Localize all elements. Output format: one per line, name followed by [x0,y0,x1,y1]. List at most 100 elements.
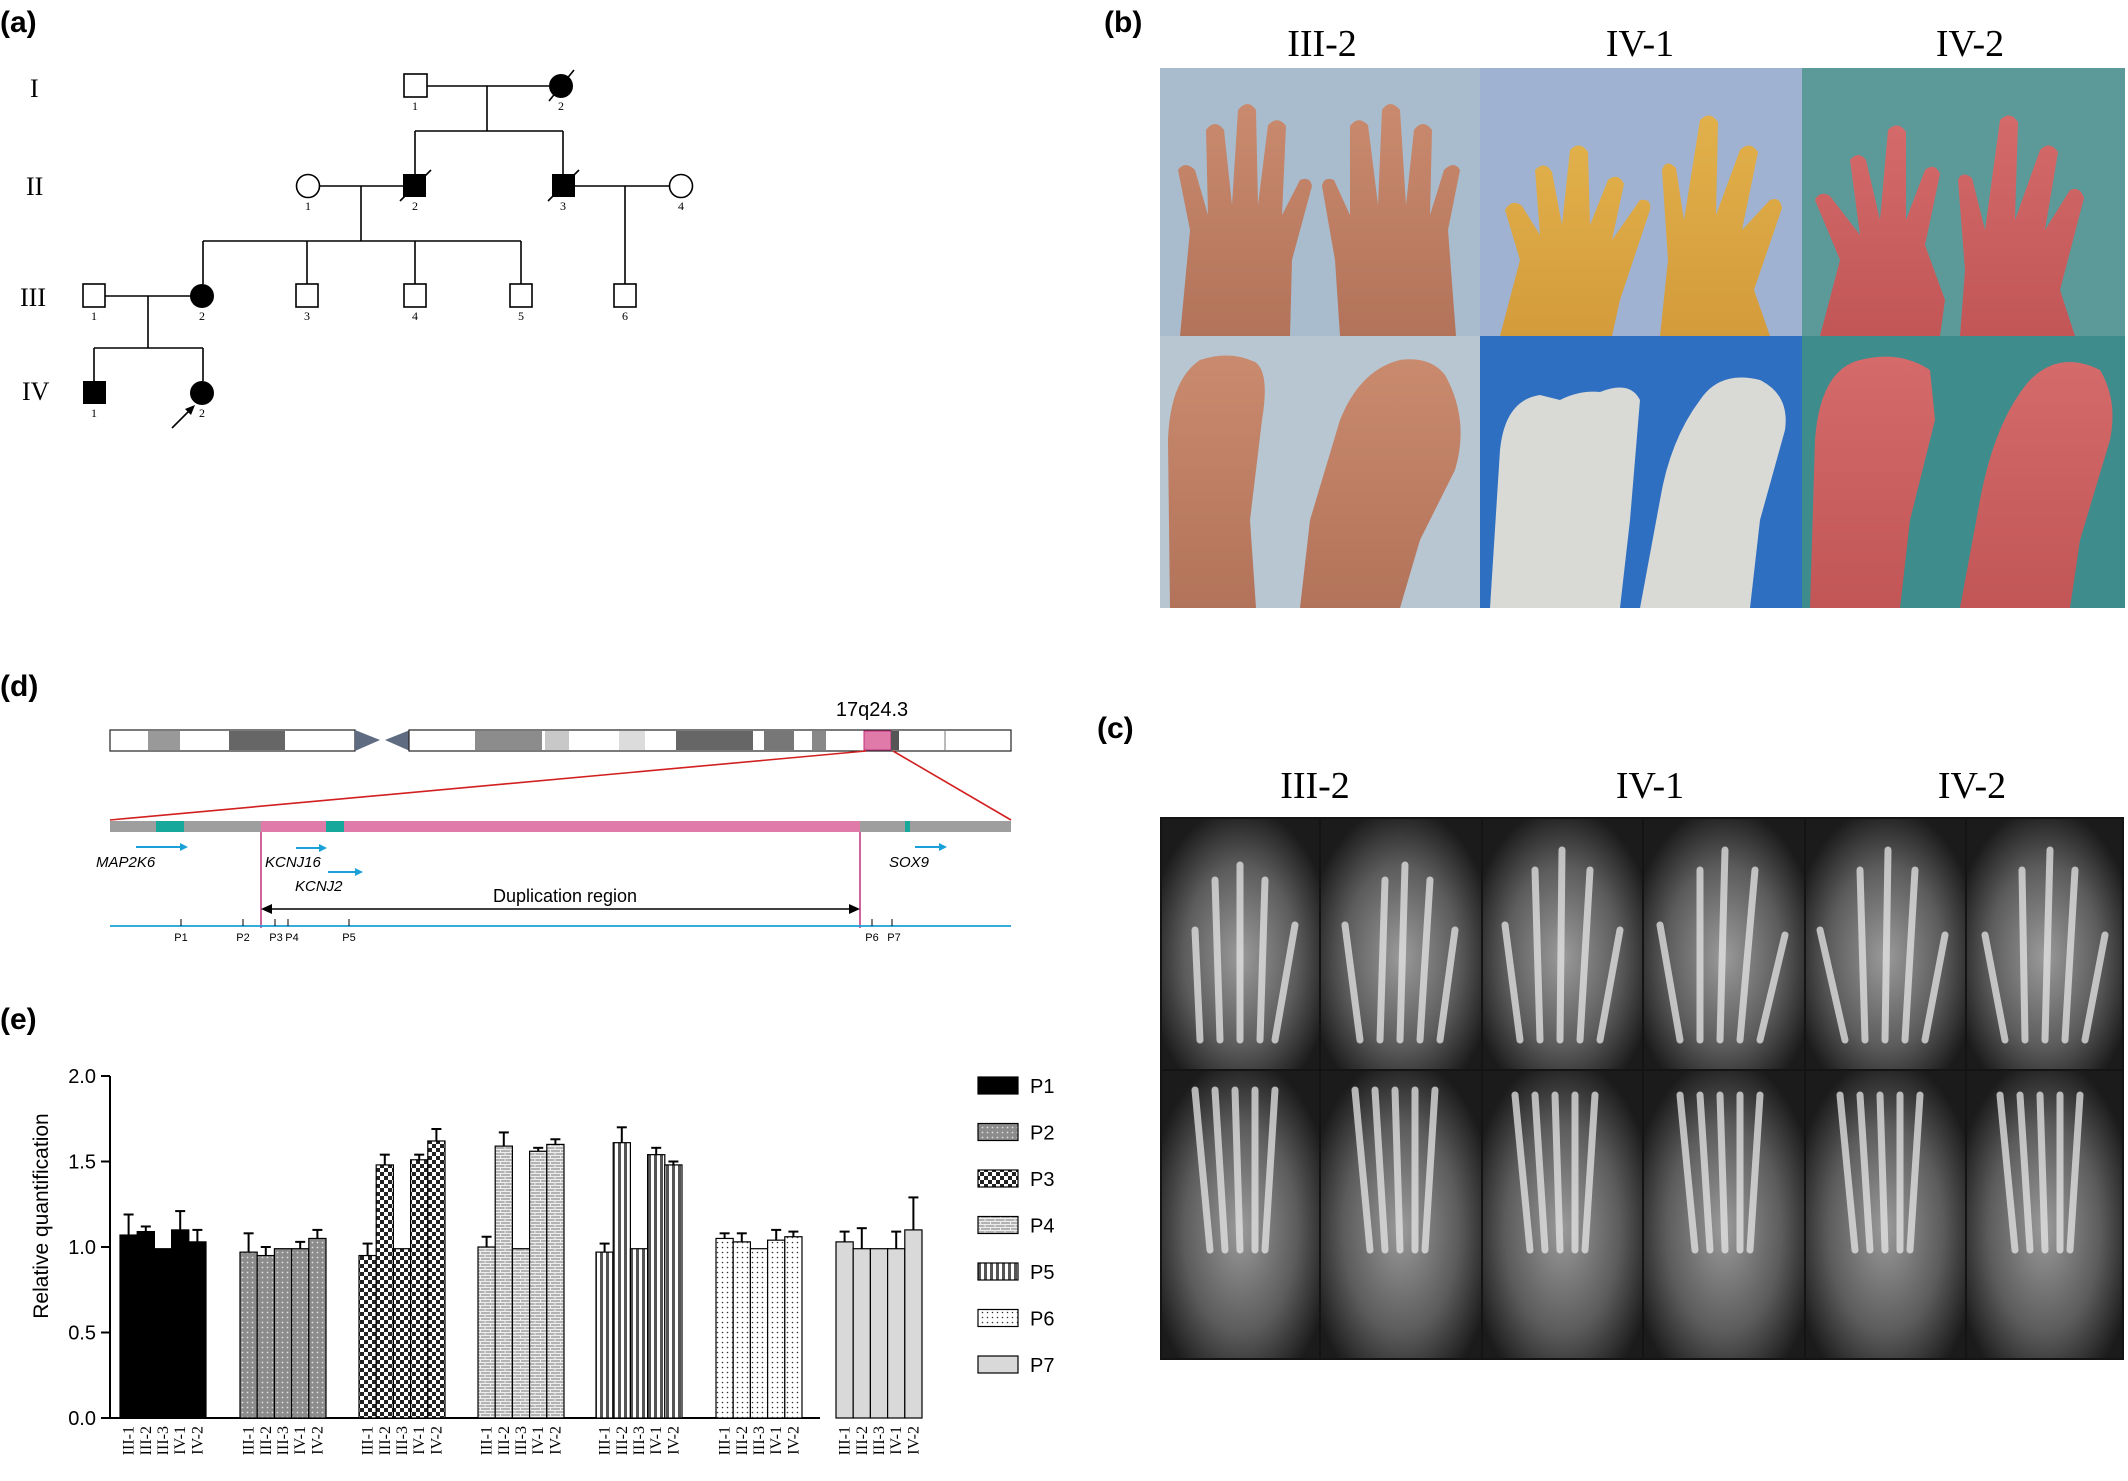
x-tick-label: III-3 [871,1426,888,1455]
x-tick-label: III-2 [734,1426,751,1455]
legend-label-P7: P7 [1030,1355,1054,1377]
chart-x-tick-labels: III-1 III-2 III-3 IV-1 IV-2 III-1 III-2 III-3 IV… [121,1426,923,1455]
x-tick-label: III-2 [496,1426,513,1455]
individual-number: 4 [678,199,684,213]
x-tick-label: IV-2 [905,1426,922,1455]
hands-illustration [1815,115,2084,336]
pedigree-lines [93,85,669,381]
bar-P1-IV-1 [171,1229,190,1419]
bar-P2-IV-2 [308,1237,327,1419]
bar-P4-III-2 [494,1145,514,1419]
span-arrowhead-left [261,904,272,914]
x-tick-label: IV-1 [411,1426,428,1455]
legend-label-P6: P6 [1030,1309,1054,1331]
x-tick-label: IV-2 [309,1426,326,1455]
individual-III-2 [190,284,214,308]
bone-shapes [1191,846,2109,1254]
panel-c-label: (c) [1097,712,1134,745]
legend-swatch-P4 [977,1215,1019,1235]
bar-P4-IV-1 [528,1150,548,1419]
bar-P4-IV-2 [546,1143,565,1419]
x-tick-label: IV-2 [428,1426,445,1455]
span-arrowhead-right [849,904,860,914]
primer-label: P5 [342,932,355,944]
bar-P5-III-3 [629,1248,649,1419]
bar-P5-III-2 [612,1142,632,1419]
gene-KCNJ16-KCNJ2 [326,821,344,832]
gene-SOX9 [905,821,910,832]
x-tick-label: IV-1 [292,1426,309,1455]
bar-P5-III-1 [595,1251,614,1419]
bar-P6-IV-1 [766,1239,786,1419]
y-axis-label: Relative quantification [30,1113,53,1318]
x-tick-label: III-3 [394,1426,411,1455]
panel-d-label: (d) [0,670,38,703]
individual-number: 1 [305,199,311,213]
x-tick-label: IV-1 [768,1426,785,1455]
x-tick-label: IV-2 [189,1426,206,1455]
panel-a-label: (a) [0,6,37,39]
feet-illustration [1810,356,2113,608]
x-tick-label: III-1 [717,1426,734,1455]
proband-arrowhead [185,405,195,415]
bar-P4-III-1 [477,1246,496,1419]
x-tick-label: IV-1 [172,1426,189,1455]
pedigree-symbols [82,69,694,429]
column-title: IV-1 [1606,23,1674,65]
x-tick-label: III-1 [241,1426,258,1455]
column-title: III-2 [1287,23,1357,65]
panel-b-label: (b) [1104,6,1142,39]
legend-label-P1: P1 [1030,1076,1054,1098]
generation-label: III [20,283,46,312]
primer-labels: P1 P2 P3 P4 P5 P6 P7 [174,932,900,944]
individual-number: 2 [558,99,564,113]
legend-label-P2: P2 [1030,1123,1054,1145]
bar-P3-III-1 [358,1254,377,1419]
zoom-line-left [109,750,867,821]
individual-number: 6 [622,309,628,323]
gene-label: KCNJ2 [295,878,343,895]
feet-illustration [1168,355,1461,608]
bar-P2-III-2 [256,1254,276,1419]
x-tick-label: III-1 [597,1426,614,1455]
panel-a: (a) I II III IV [0,6,694,429]
individual-II-4 [668,173,694,199]
y-tick-label: 2.0 [68,1066,96,1088]
individual-III-1 [82,283,106,308]
y-tick-label: 0.5 [68,1323,96,1345]
gene-label: MAP2K6 [96,854,156,871]
bar-P4-III-3 [511,1248,531,1419]
bar-P7-IV-1 [886,1248,906,1419]
panel-b: (b) III-2 IV-1 IV-2 [1104,6,2125,608]
primer-label: P7 [887,932,900,944]
x-tick-label: IV-1 [648,1426,665,1455]
zoom-line-right [892,750,1012,821]
chart-axes: 0.0 0.5 1.0 1.5 2.0 [68,1066,820,1430]
duplication-label: Duplication region [493,886,637,906]
feet-illustration [1490,377,1786,608]
bar-P5-IV-2 [664,1164,683,1419]
chromosome-17-ideogram [109,729,1012,752]
x-tick-label: III-1 [479,1426,496,1455]
individual-IV-2 [190,381,214,405]
panel-e: (e) Relative quantification 0.0 0.5 1.0 1.5… [0,1003,1054,1455]
gene-direction-arrows [136,843,947,876]
chart-legend: P1 P2 P3 P4 P5 P6 P7 [977,1076,1054,1377]
individual-number: 3 [304,309,310,323]
bar-P1-III-3 [153,1248,173,1419]
legend-swatch-P1 [977,1076,1019,1095]
deceased-slash [547,169,580,202]
x-tick-label: IV-1 [888,1426,905,1455]
bar-P6-III-2 [732,1241,752,1419]
bar-P2-III-1 [239,1251,258,1419]
bar-P7-III-3 [869,1248,889,1419]
bar-P3-III-3 [392,1248,412,1419]
individual-II-1 [295,173,321,199]
chart-bars [119,1126,923,1419]
x-tick-label: IV-2 [547,1426,564,1455]
column-title: III-2 [1280,765,1350,807]
individual-number: 5 [518,309,524,323]
gene-labels: MAP2K6 KCNJ16 KCNJ2 SOX9 [96,854,930,895]
individual-number: 1 [91,309,97,323]
foot-xray [1483,1071,1642,1358]
